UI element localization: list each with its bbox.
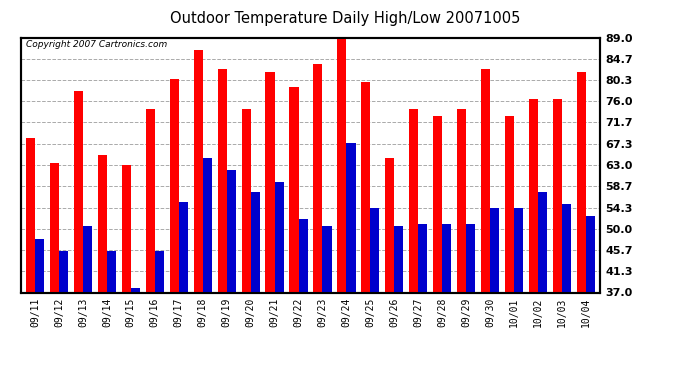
Bar — [275, 182, 284, 292]
Bar — [241, 109, 250, 292]
Text: Copyright 2007 Cartronics.com: Copyright 2007 Cartronics.com — [26, 40, 168, 49]
Bar — [170, 79, 179, 292]
Bar — [371, 208, 380, 292]
Bar — [217, 69, 227, 292]
Bar — [35, 238, 44, 292]
Bar — [83, 226, 92, 292]
Bar — [553, 99, 562, 292]
Text: Outdoor Temperature Daily High/Low 20071005: Outdoor Temperature Daily High/Low 20071… — [170, 11, 520, 26]
Bar — [385, 158, 394, 292]
Bar — [442, 224, 451, 292]
Bar — [466, 224, 475, 292]
Bar — [538, 192, 547, 292]
Bar — [121, 165, 131, 292]
Bar — [514, 208, 523, 292]
Bar — [131, 288, 140, 292]
Bar — [299, 219, 308, 292]
Bar — [418, 224, 427, 292]
Bar — [409, 109, 418, 292]
Bar — [337, 33, 346, 292]
Bar — [505, 116, 514, 292]
Bar — [250, 192, 259, 292]
Bar — [155, 251, 164, 292]
Bar — [203, 158, 212, 292]
Bar — [322, 226, 332, 292]
Bar — [457, 109, 466, 292]
Bar — [227, 170, 236, 292]
Bar — [289, 87, 299, 292]
Bar — [490, 208, 500, 292]
Bar — [179, 202, 188, 292]
Bar — [481, 69, 490, 292]
Bar — [362, 82, 371, 292]
Bar — [50, 162, 59, 292]
Bar — [107, 251, 116, 292]
Bar — [266, 72, 275, 292]
Bar — [98, 155, 107, 292]
Bar — [26, 138, 35, 292]
Bar — [74, 92, 83, 292]
Bar — [394, 226, 404, 292]
Bar — [346, 143, 355, 292]
Bar — [433, 116, 442, 292]
Bar — [529, 99, 538, 292]
Bar — [577, 72, 586, 292]
Bar — [562, 204, 571, 292]
Bar — [59, 251, 68, 292]
Bar — [194, 50, 203, 292]
Bar — [146, 109, 155, 292]
Bar — [586, 216, 595, 292]
Bar — [313, 64, 322, 292]
